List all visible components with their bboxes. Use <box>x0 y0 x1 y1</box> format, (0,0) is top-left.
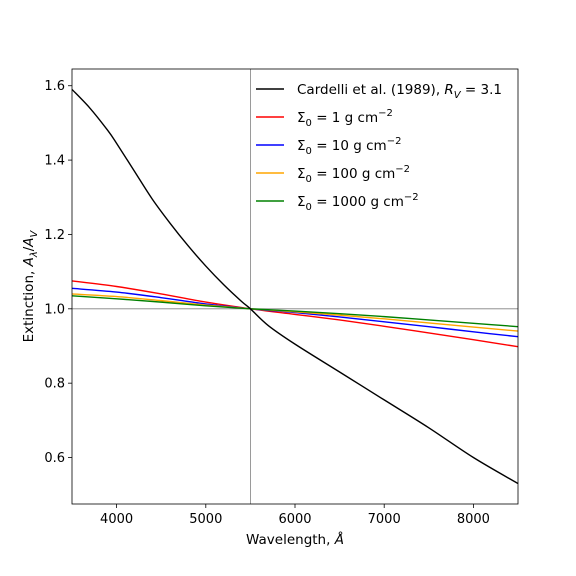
series-line-3 <box>71 293 519 332</box>
legend-text-part: Cardelli et al. (1989), <box>297 82 444 98</box>
plot-frame <box>71 68 519 505</box>
y-tick-label: 0.8 <box>44 377 65 392</box>
y-axis-label-part: λ <box>29 251 40 258</box>
x-axis-unit: Å <box>334 531 344 548</box>
legend-text-part: −2 <box>395 164 410 175</box>
series-line-4 <box>71 295 519 328</box>
y-tick-label: 1.6 <box>44 79 65 94</box>
x-tick-label: 6000 <box>278 512 311 527</box>
x-tick-label: 4000 <box>100 512 133 527</box>
reference-lines <box>72 69 518 504</box>
legend-text-part: Σ <box>297 166 306 182</box>
legend-text-part: = 100 g cm <box>312 166 395 182</box>
y-axis: 0.6 0.8 1.0 1.2 1.4 1.6 <box>44 79 72 466</box>
legend-text-part: R <box>444 82 453 98</box>
legend-text-part: −2 <box>387 136 402 147</box>
series-line-2 <box>71 287 519 338</box>
legend-label-4: Σ0 = 1000 g cm−2 <box>297 192 419 213</box>
x-tick-label: 8000 <box>457 512 490 527</box>
legend-text-part: 0 <box>306 202 312 213</box>
legend-text-part: = 1000 g cm <box>312 194 404 210</box>
legend-label-1: Σ0 = 1 g cm−2 <box>297 108 393 129</box>
series-line-1 <box>71 280 519 348</box>
legend-text-part: = 1 g cm <box>312 110 378 126</box>
legend-text-part: = 3.1 <box>461 82 502 98</box>
legend-text-part: V <box>454 90 462 101</box>
legend-label-2: Σ0 = 10 g cm−2 <box>297 136 401 157</box>
legend-text-part: −2 <box>378 108 393 119</box>
series-line-0 <box>71 88 519 485</box>
legend-label-0: Cardelli et al. (1989), RV = 3.1 <box>297 82 502 101</box>
legend-text-part: = 10 g cm <box>312 138 387 154</box>
y-axis-label: Extinction, Aλ/AV <box>21 229 40 342</box>
legend-text-part: Σ <box>297 110 306 126</box>
y-axis-label-part: A <box>21 237 37 247</box>
x-axis-label: Wavelength, Å <box>246 531 344 548</box>
y-tick-label: 0.6 <box>44 451 65 466</box>
x-axis: 4000 5000 6000 7000 8000 <box>100 504 490 527</box>
y-axis-label-part: A <box>21 257 37 267</box>
y-tick-label: 1.2 <box>44 228 65 243</box>
legend-text-part: 0 <box>306 118 312 129</box>
legend-text-part: Σ <box>297 138 306 154</box>
y-tick-label: 1.0 <box>44 302 65 317</box>
y-axis-label-part: Extinction, <box>21 266 37 342</box>
x-tick-label: 5000 <box>189 512 222 527</box>
legend-text-part: Σ <box>297 194 306 210</box>
legend-text-part: 0 <box>306 174 312 185</box>
legend-text-part: −2 <box>404 192 419 203</box>
x-axis-label-text: Wavelength, <box>246 532 335 548</box>
y-axis-label-part: V <box>29 229 40 237</box>
legend: Cardelli et al. (1989), RV = 3.1Σ0 = 1 g… <box>256 82 502 213</box>
legend-label-3: Σ0 = 100 g cm−2 <box>297 164 410 185</box>
y-tick-label: 1.4 <box>44 154 65 169</box>
y-axis-label-part: / <box>21 246 37 251</box>
series-layer <box>71 88 519 485</box>
x-tick-label: 7000 <box>368 512 401 527</box>
legend-text-part: 0 <box>306 146 312 157</box>
